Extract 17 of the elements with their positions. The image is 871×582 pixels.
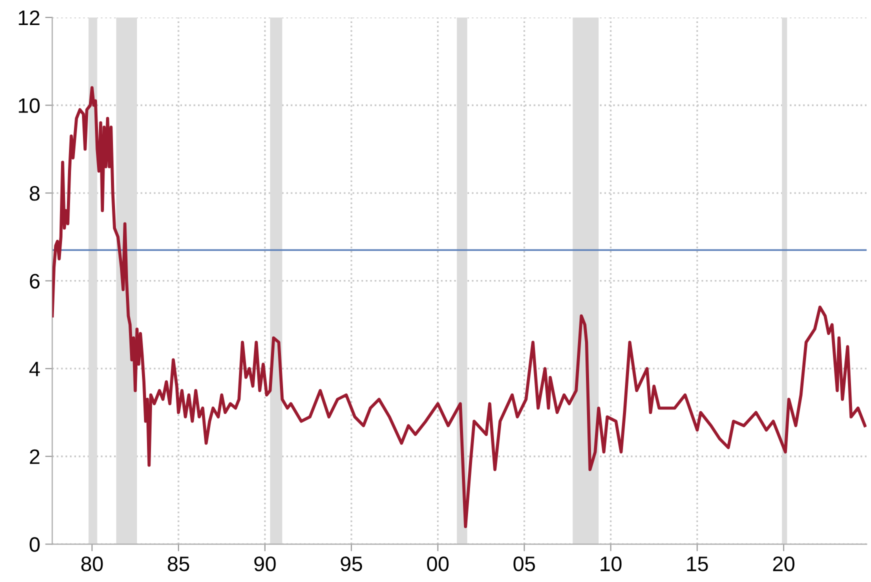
y-tick-label: 12 — [18, 10, 40, 26]
x-tick-label: 00 — [427, 556, 449, 572]
line-series — [52, 86, 866, 528]
y-tick-label: 6 — [30, 274, 40, 289]
y-tick-label: 4 — [29, 362, 40, 376]
x-tick-label: 90 — [254, 556, 276, 572]
y-tick-label: 0 — [30, 537, 40, 552]
y-tick-label: 2 — [30, 449, 40, 464]
x-tick-label: 10 — [600, 556, 622, 572]
x-tick-label: 15 — [687, 556, 708, 572]
x-tick-label: 20 — [773, 556, 794, 572]
x-tick-label: 05 — [514, 556, 536, 572]
x-tick-label: 85 — [168, 556, 190, 572]
x-tick-label: 95 — [340, 556, 362, 572]
y-tick-label: 8 — [30, 186, 40, 201]
y-tick-label: 10 — [18, 98, 40, 113]
x-tick-label: 80 — [81, 556, 103, 572]
